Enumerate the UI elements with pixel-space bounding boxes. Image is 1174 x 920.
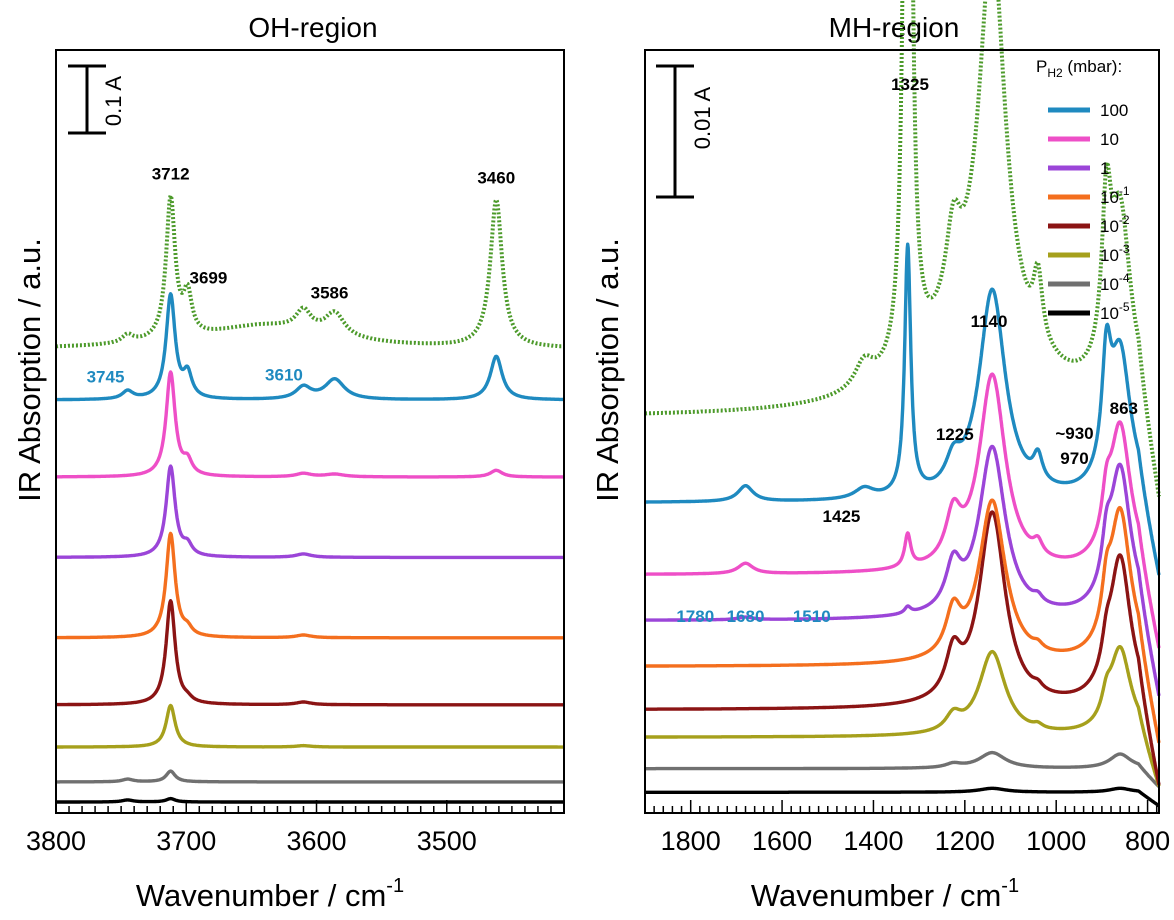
mh-tick-label: 1200 xyxy=(935,826,995,856)
oh-peak-label: 3610 xyxy=(265,365,303,384)
mh-tick-label: 1000 xyxy=(1026,826,1086,856)
legend-label: 100 xyxy=(1100,101,1128,120)
legend-label: 1 xyxy=(1100,159,1109,178)
oh-scale-bar-label: 0.1 A xyxy=(101,76,126,126)
oh-series-dotted xyxy=(54,193,566,349)
oh-curves xyxy=(54,193,566,804)
legend-title-sub: H2 xyxy=(1047,66,1063,80)
oh-plot-frame xyxy=(55,49,565,814)
y-axis-title-right: IR Absorption / a.u. xyxy=(590,238,625,502)
mh-peak-label: 970 xyxy=(1060,449,1088,468)
mh-series-p1 xyxy=(643,444,1161,697)
oh-tick-label: 3600 xyxy=(286,826,346,856)
oh-x-ticks: 3800 3700 3600 3500 xyxy=(26,800,565,856)
oh-series-p0.00001 xyxy=(55,796,565,804)
oh-peak-label: 3745 xyxy=(87,367,125,386)
legend-label: 10-2 xyxy=(1100,213,1130,236)
mh-tick-label: 1800 xyxy=(661,826,721,856)
mh-peak-label: 1510 xyxy=(793,607,831,626)
mh-series-p10 xyxy=(643,372,1161,649)
oh-annotations: 3712 3460 3699 3586 3745 3610 xyxy=(87,164,516,386)
mh-peak-label: 1780 xyxy=(676,607,714,626)
legend-entries: 100 10 1 10-1 10-2 10-3 10-4 10-5 xyxy=(1048,101,1130,323)
mh-series-dotted xyxy=(643,0,1161,497)
mh-series-p100 xyxy=(643,242,1161,576)
oh-series-p0.1 xyxy=(55,531,565,640)
mh-scale-bar-label: 0.01 A xyxy=(690,86,715,149)
oh-series-p100 xyxy=(55,292,565,402)
mh-peak-label: 1680 xyxy=(727,607,765,626)
oh-peak-label: 3460 xyxy=(477,169,515,188)
oh-series-p10 xyxy=(55,370,565,479)
mh-peak-label: 1325 xyxy=(891,75,929,94)
legend-label: 10-1 xyxy=(1100,184,1130,207)
mh-tick-label: 1600 xyxy=(752,826,812,856)
oh-series-p0.0001 xyxy=(55,769,565,784)
y-axis-title: IR Absorption / a.u. xyxy=(12,238,47,502)
oh-series-p0.001 xyxy=(55,703,565,749)
legend-title-main: P xyxy=(1036,57,1047,76)
legend: PH2 (mbar): 100 10 1 10-1 10-2 10-3 10-4 10-5 xyxy=(1036,57,1130,323)
oh-tick-label: 3700 xyxy=(156,826,216,856)
mh-region-panel: MH-region IR Absorption / a.u. Wavenumbe… xyxy=(590,0,1170,913)
mh-x-axis-title-sup: -1 xyxy=(1001,875,1019,897)
legend-label: 10-3 xyxy=(1100,242,1130,265)
mh-series-p0.1 xyxy=(643,498,1161,744)
oh-series-p1 xyxy=(55,464,565,560)
mh-x-axis-title-text: Wavenumber / cm xyxy=(751,878,1001,913)
oh-region-panel: OH-region IR Absorption / a.u. Wavenumbe… xyxy=(12,12,566,913)
oh-region-title: OH-region xyxy=(248,12,377,43)
oh-peak-label: 3699 xyxy=(189,268,227,287)
oh-tick-label: 3500 xyxy=(417,826,477,856)
legend-label: 10-4 xyxy=(1100,271,1130,294)
oh-x-axis-title-text: Wavenumber / cm xyxy=(136,878,386,913)
mh-peak-label: ~930 xyxy=(1055,424,1093,443)
mh-annotations: 1325 1140 1225 1425 ~930 970 863 1780 1680 1510 xyxy=(676,75,1138,626)
oh-tick-label: 3800 xyxy=(26,826,86,856)
legend-title-tail: (mbar): xyxy=(1063,57,1123,76)
mh-peak-label: 1425 xyxy=(823,507,861,526)
legend-label: 10-5 xyxy=(1100,300,1130,323)
oh-scale-bar: 0.1 A xyxy=(68,64,126,135)
mh-region-title: MH-region xyxy=(829,12,960,43)
legend-title: PH2 (mbar): xyxy=(1036,57,1122,80)
mh-tick-label: 800 xyxy=(1125,826,1170,856)
legend-label: 10 xyxy=(1100,130,1119,149)
oh-x-axis-title-sup: -1 xyxy=(386,875,404,897)
mh-series-p0.00001 xyxy=(643,786,1161,808)
mh-peak-label: 1140 xyxy=(971,312,1008,331)
oh-peak-label: 3586 xyxy=(311,284,349,303)
mh-tick-label: 1400 xyxy=(843,826,903,856)
mh-series-p0.001 xyxy=(643,645,1161,787)
oh-x-axis-title: Wavenumber / cm-1 xyxy=(136,875,404,913)
mh-peak-label: 1225 xyxy=(936,425,974,444)
oh-peak-label: 3712 xyxy=(152,164,190,183)
oh-series-p0.01 xyxy=(55,599,565,707)
mh-plot-frame xyxy=(644,49,1160,814)
mh-scale-bar: 0.01 A xyxy=(656,64,715,199)
mh-series-p0.01 xyxy=(643,510,1161,786)
mh-x-ticks: 1800 1600 1400 1200 1000 800 xyxy=(644,800,1170,856)
mh-curves xyxy=(643,0,1161,808)
mh-peak-label: 863 xyxy=(1110,399,1138,418)
mh-x-axis-title: Wavenumber / cm-1 xyxy=(751,875,1019,913)
mh-series-p0.0001 xyxy=(643,750,1161,788)
